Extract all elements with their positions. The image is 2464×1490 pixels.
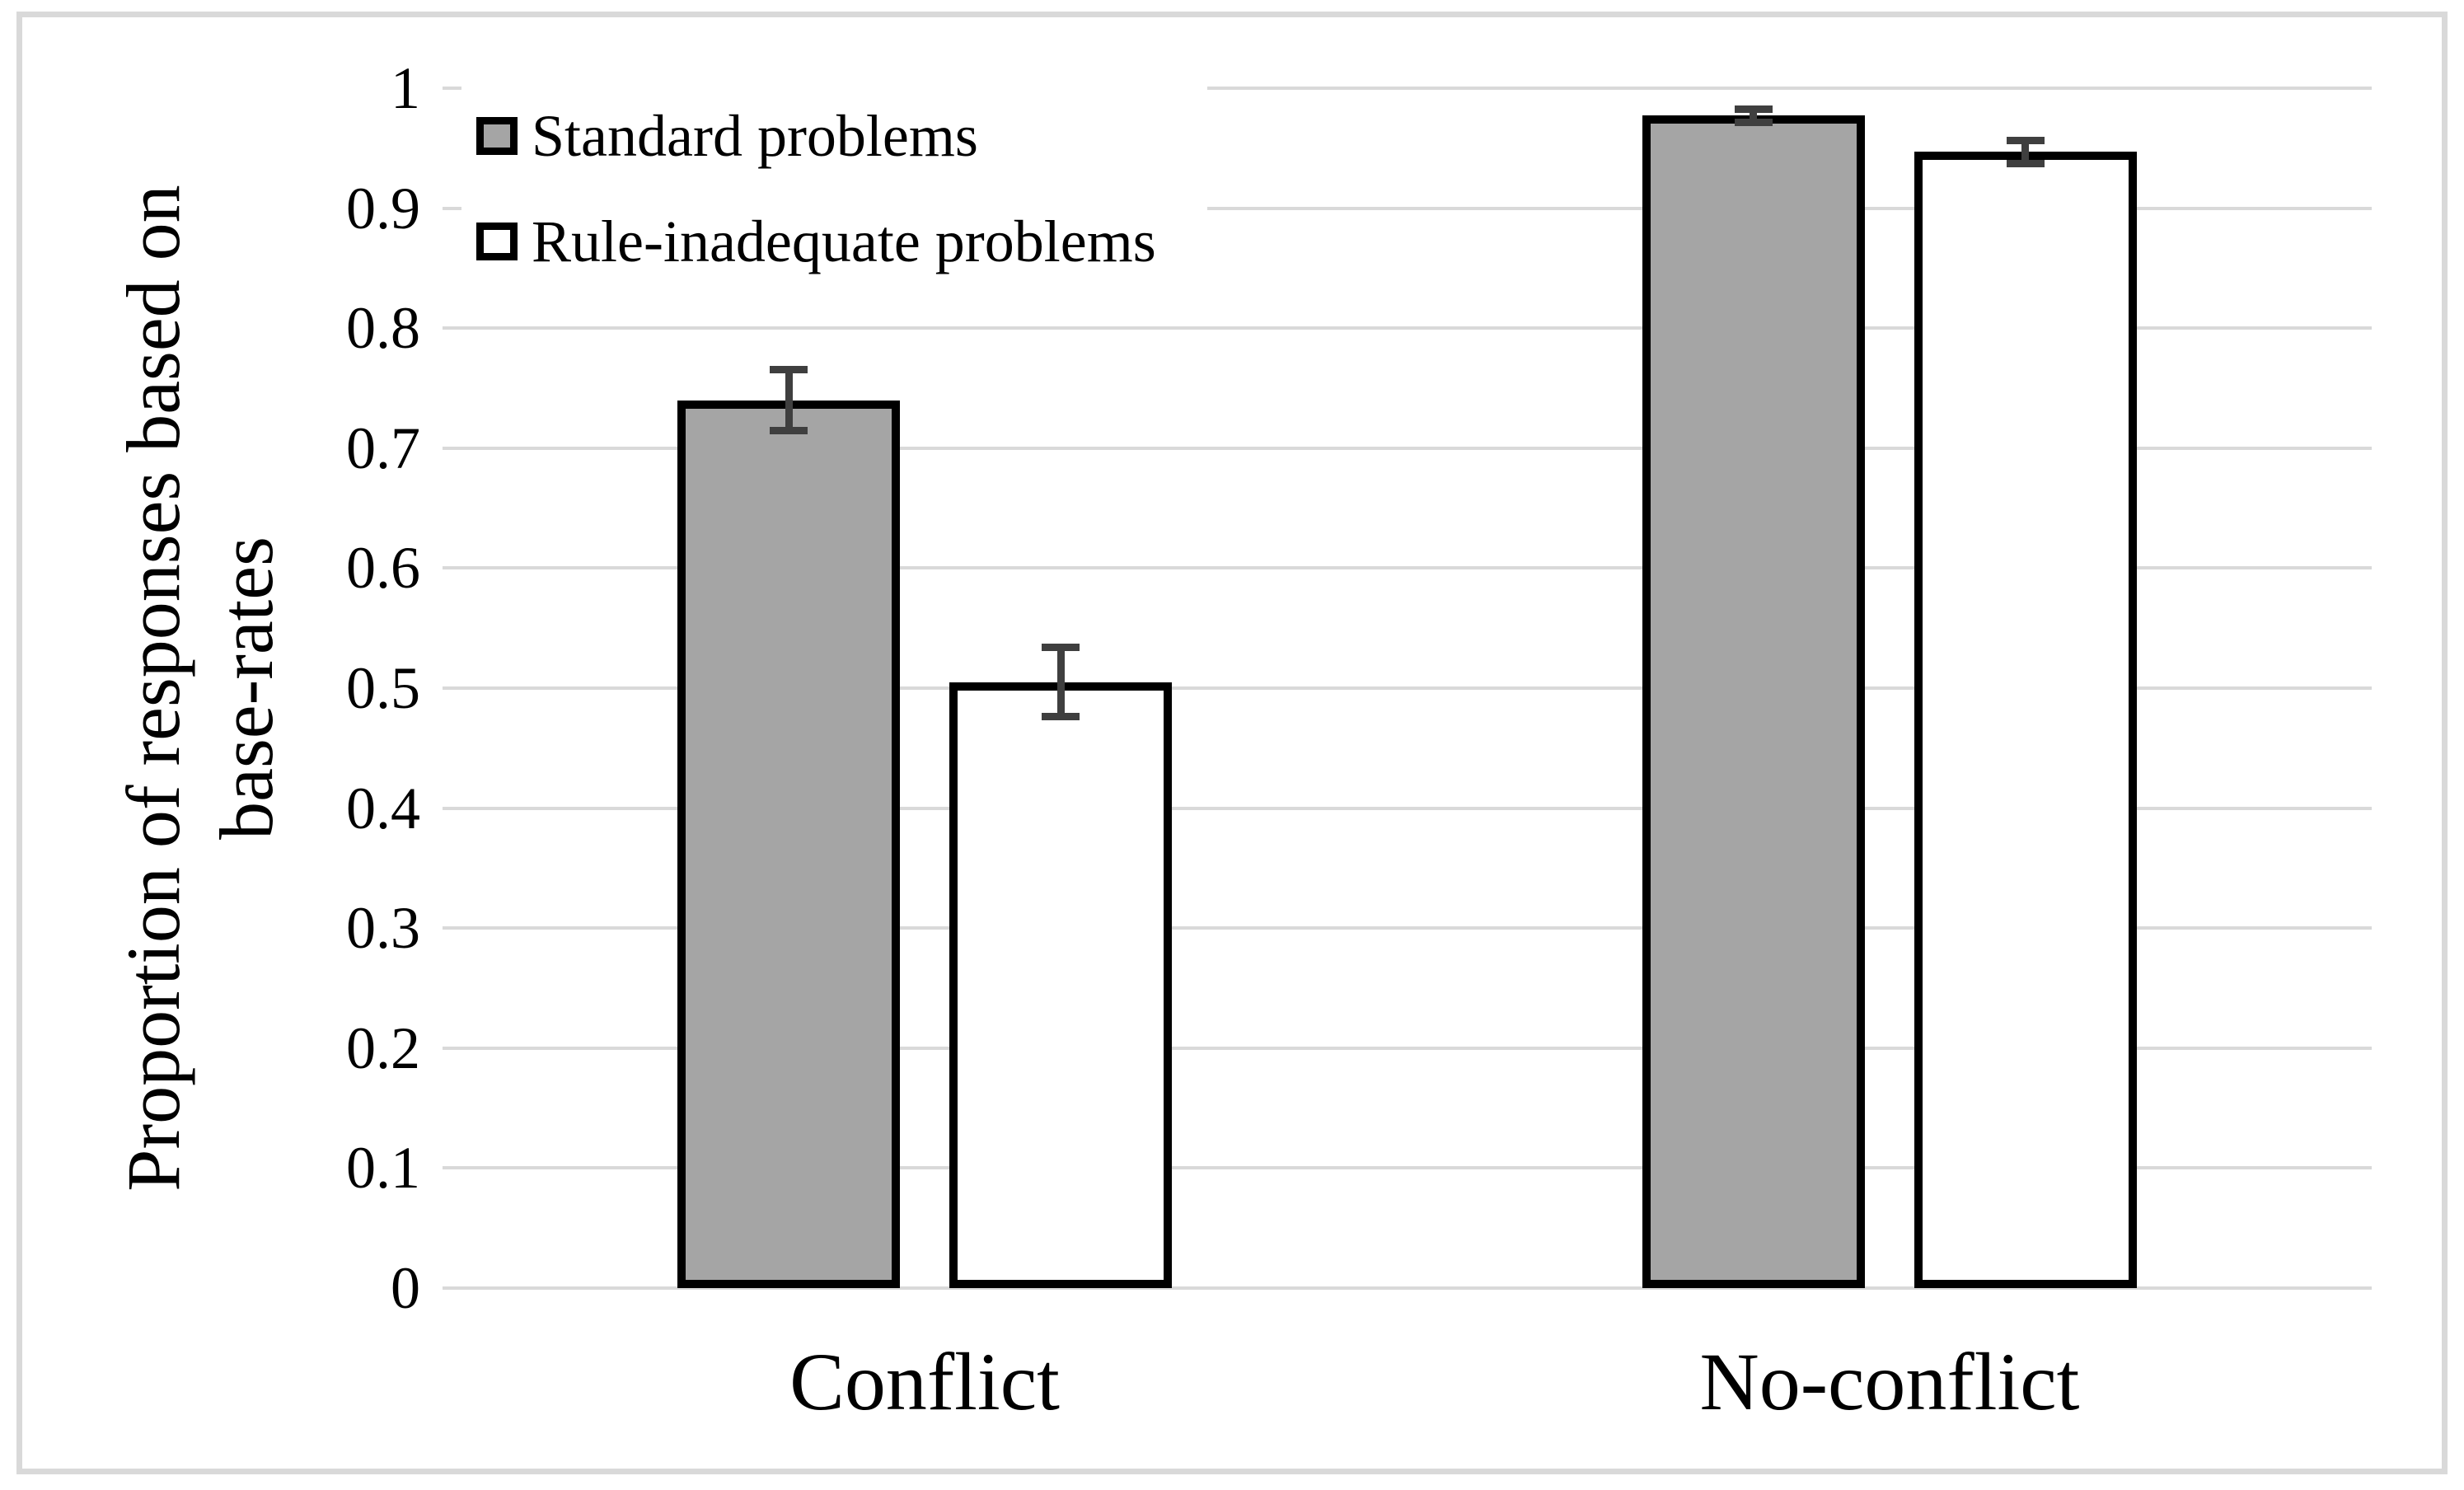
error-bar-cap-top	[1042, 644, 1080, 652]
legend-item-rule-inadequate: Rule-inadequate problems	[476, 202, 1207, 281]
gridline	[443, 566, 2372, 570]
gridline	[443, 926, 2372, 930]
legend-swatch-rule-inadequate-icon	[476, 223, 518, 260]
error-bar-cap-top	[1734, 105, 1773, 113]
y-tick-label: 0	[391, 1255, 420, 1321]
x-axis-label-conflict: Conflict	[789, 1336, 1060, 1427]
error-bar-whisker	[1056, 647, 1065, 717]
gridline	[443, 206, 2372, 210]
error-bar-cap-bottom	[2006, 159, 2045, 167]
bar-rule-inadequate-no-conflict	[1914, 152, 2137, 1288]
x-axis-label-no-conflict: No-conflict	[1699, 1336, 2080, 1427]
bar-rule-inadequate-conflict	[949, 682, 1173, 1288]
y-tick-label: 0.4	[346, 775, 420, 841]
y-tick-label: 0.7	[346, 415, 420, 481]
y-tick-label: 0.5	[346, 655, 420, 721]
gridline	[443, 326, 2372, 330]
error-bar-cap-top	[770, 365, 808, 373]
gridline	[443, 446, 2372, 450]
bar-standard-conflict	[677, 400, 901, 1288]
gridline	[443, 806, 2372, 810]
y-axis-title-line-1: Proportion of responses based on	[111, 185, 195, 1192]
y-tick-label: 0.3	[346, 895, 420, 962]
y-tick-label: 0.1	[346, 1135, 420, 1202]
gridline	[443, 87, 2372, 90]
gridline	[443, 1286, 2372, 1290]
legend: Standard problems Rule-inadequate proble…	[461, 64, 1207, 274]
legend-swatch-standard-icon	[476, 117, 518, 155]
error-bar-cap-bottom	[770, 427, 808, 435]
y-tick-label: 0.2	[346, 1014, 420, 1081]
error-bar-whisker	[1750, 108, 1758, 124]
y-tick-label: 1	[391, 55, 420, 121]
error-bar-cap-top	[2006, 136, 2045, 144]
gridline	[443, 1046, 2372, 1050]
plot-area	[443, 87, 2372, 1290]
error-bar-cap-bottom	[1734, 119, 1773, 127]
error-bar-whisker	[2021, 139, 2030, 164]
legend-item-standard: Standard problems	[476, 96, 1207, 176]
error-bar-whisker	[785, 368, 793, 432]
gridline	[443, 686, 2372, 690]
bar-standard-no-conflict	[1642, 115, 1865, 1288]
y-tick-label: 0.6	[346, 535, 420, 602]
error-bar-cap-bottom	[1042, 712, 1080, 720]
legend-label-rule-inadequate: Rule-inadequate problems	[532, 209, 1156, 274]
y-tick-label: 0.9	[346, 175, 420, 241]
gridline	[443, 1166, 2372, 1170]
y-tick-label: 0.8	[346, 295, 420, 362]
legend-label-standard: Standard problems	[532, 103, 978, 169]
